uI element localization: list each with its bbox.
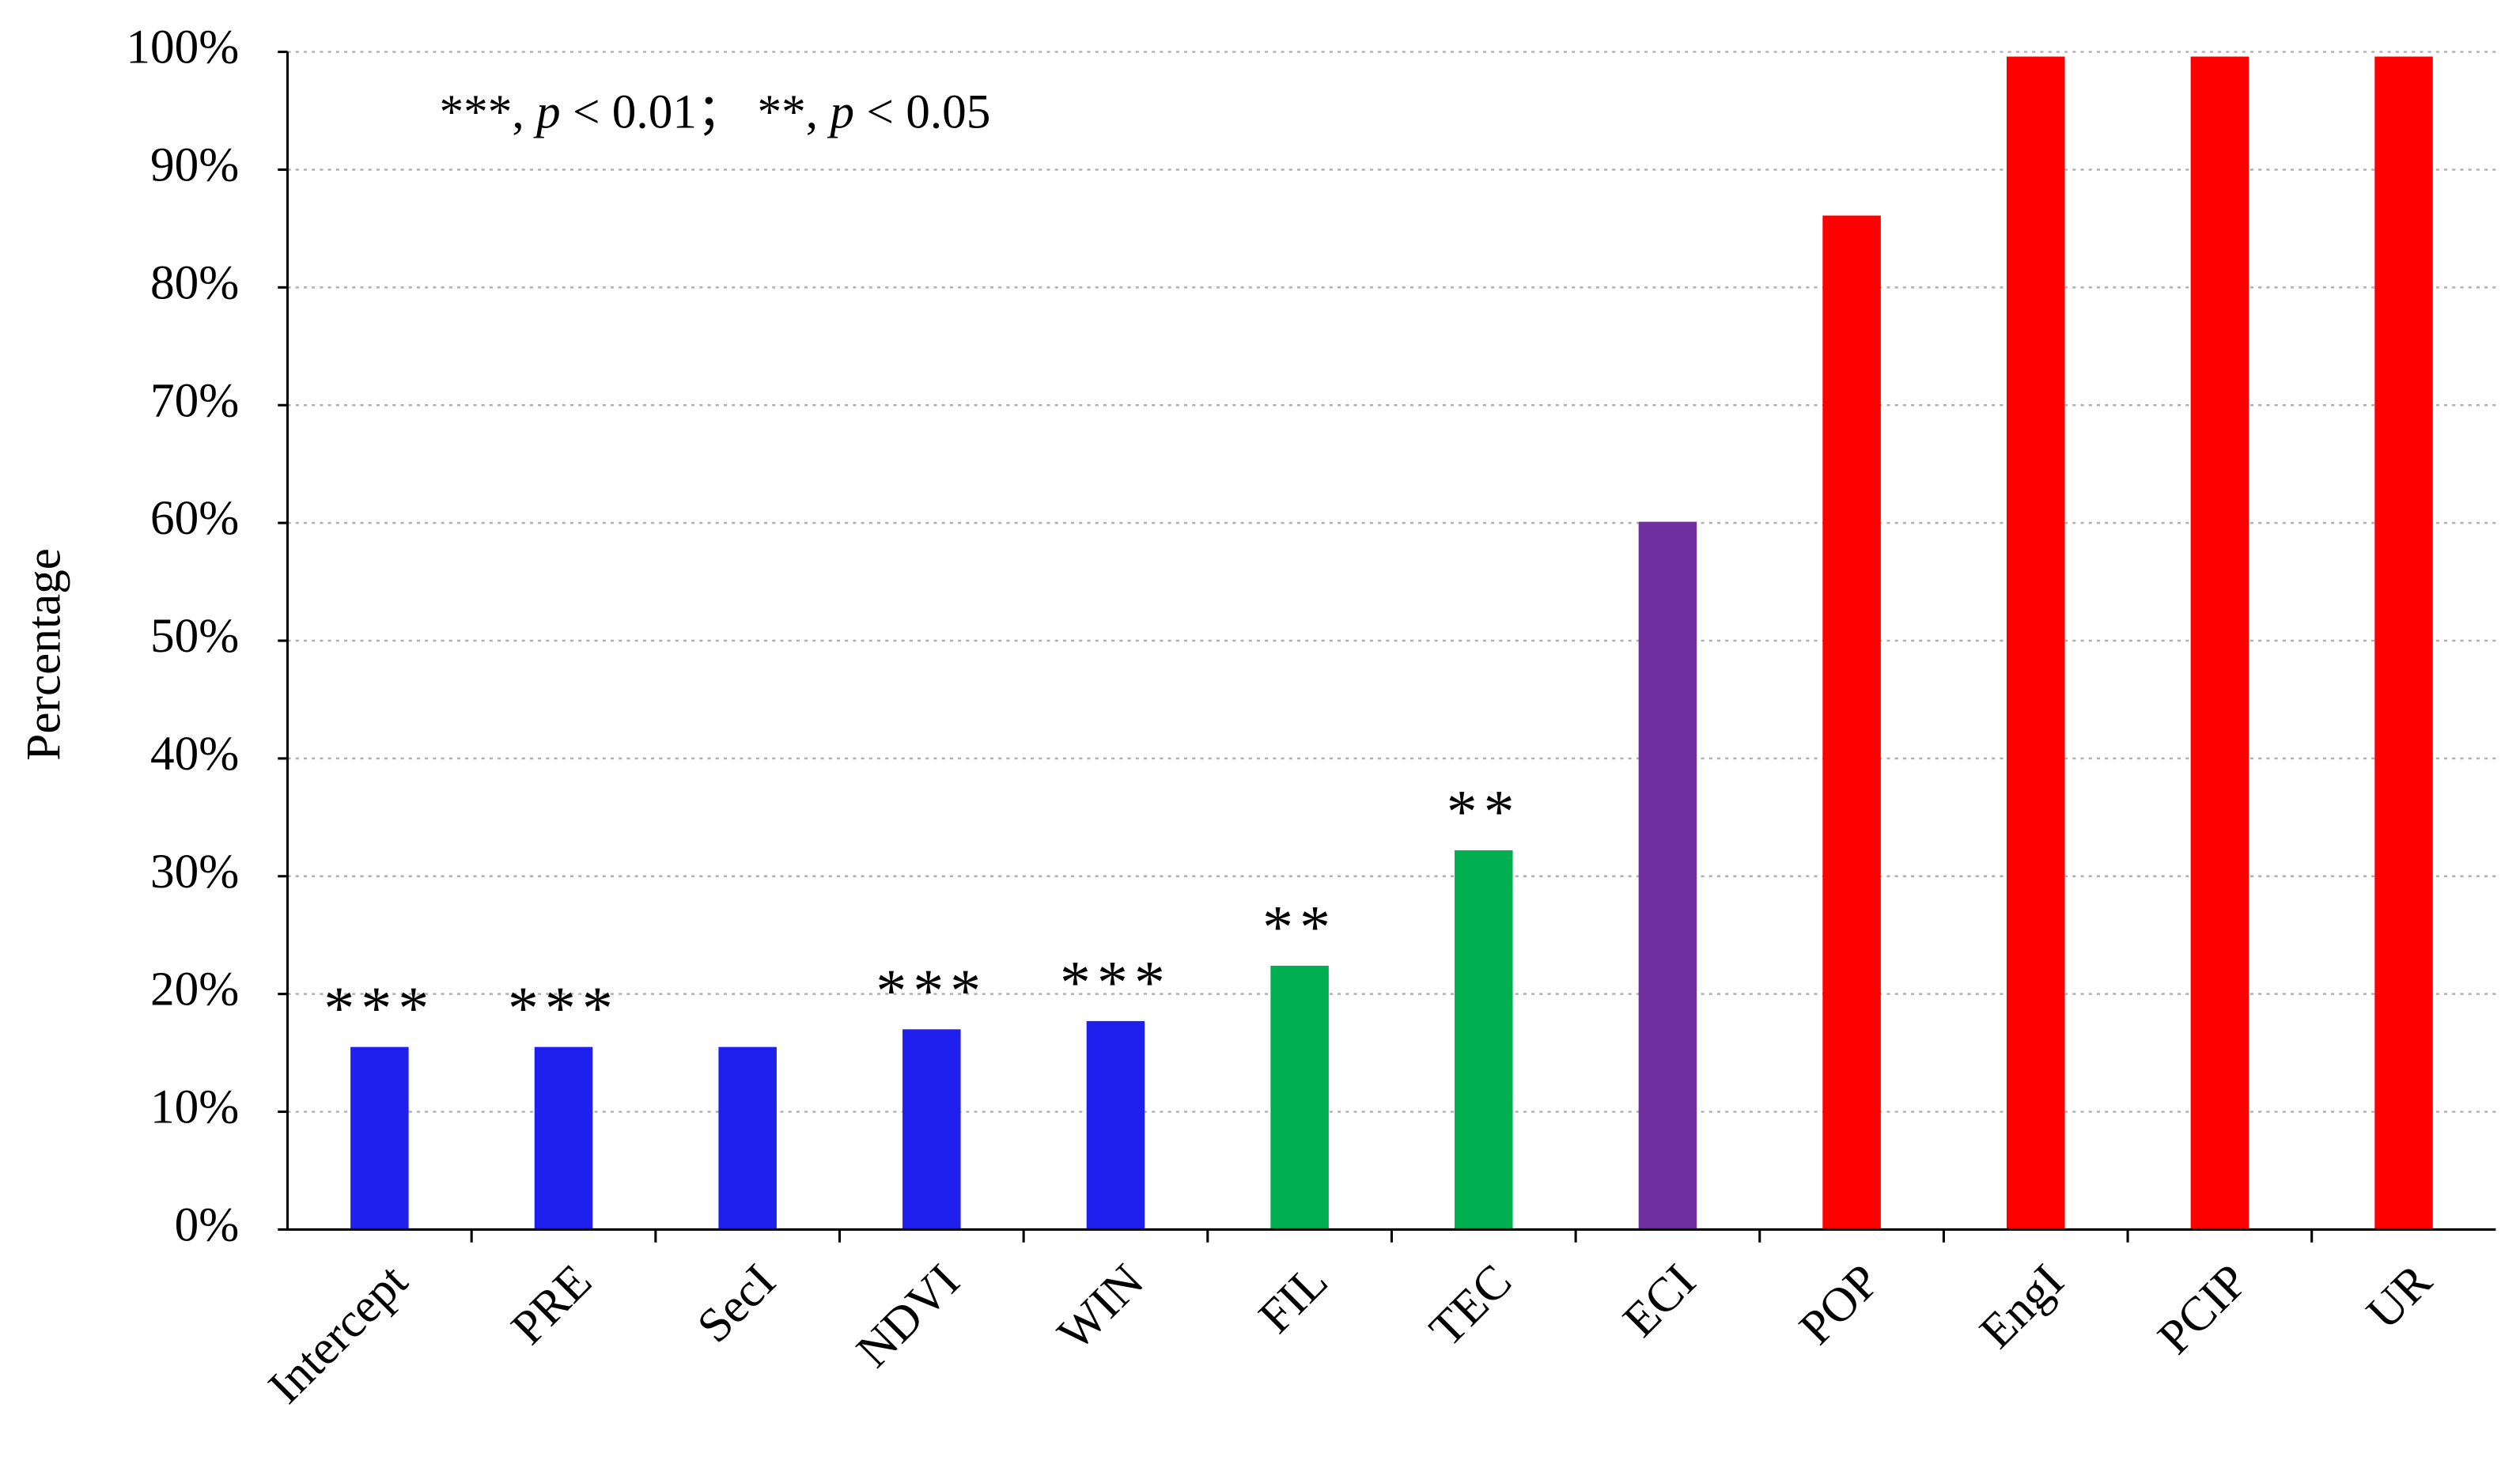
x-tick-label: SecI bbox=[687, 1254, 786, 1353]
annotation-part: < 0.01； **, bbox=[561, 85, 831, 138]
annotation-part: < 0.05 bbox=[854, 85, 990, 138]
y-tick-label: 80% bbox=[150, 255, 239, 309]
bar bbox=[718, 1046, 777, 1230]
x-tick-label: WIN bbox=[1047, 1254, 1154, 1360]
x-tick-label: ECI bbox=[1613, 1254, 1706, 1347]
bar bbox=[1086, 1020, 1145, 1230]
bar bbox=[2006, 56, 2065, 1230]
bar bbox=[534, 1046, 593, 1230]
x-tick-label: NDVI bbox=[846, 1254, 970, 1377]
significance-label: ** bbox=[1262, 893, 1337, 961]
annotation-part: ***, bbox=[440, 85, 537, 138]
significance-label: *** bbox=[324, 974, 435, 1043]
x-tick-label: FIL bbox=[1249, 1254, 1338, 1343]
bar bbox=[2190, 56, 2249, 1230]
x-tick-label: POP bbox=[1789, 1254, 1890, 1355]
bar bbox=[350, 1046, 409, 1230]
x-tick-label: UR bbox=[2356, 1254, 2442, 1339]
y-tick-label: 40% bbox=[150, 727, 239, 781]
y-tick-label: 10% bbox=[150, 1080, 239, 1134]
significance-label: *** bbox=[1060, 948, 1171, 1016]
significance-label: *** bbox=[508, 974, 619, 1043]
x-tick-label: PCIP bbox=[2147, 1254, 2258, 1364]
y-tick-label: 60% bbox=[150, 491, 239, 545]
y-tick-label: 0% bbox=[175, 1198, 240, 1251]
significance-label: *** bbox=[876, 956, 987, 1024]
y-axis-label: Percentage bbox=[17, 548, 70, 761]
bar bbox=[902, 1029, 961, 1230]
annotation-part: p bbox=[533, 85, 561, 138]
x-tick-label: Intercept bbox=[258, 1254, 418, 1413]
x-tick-label: EngI bbox=[1969, 1254, 2074, 1358]
y-tick-label: 30% bbox=[150, 845, 239, 899]
bar bbox=[1638, 521, 1697, 1230]
y-tick-label: 100% bbox=[126, 21, 239, 74]
x-tick-label: PRE bbox=[501, 1254, 602, 1355]
y-tick-label: 90% bbox=[150, 138, 239, 192]
bar bbox=[1822, 215, 1881, 1230]
bar bbox=[2374, 56, 2433, 1230]
bar bbox=[1270, 965, 1329, 1230]
annotation-part: p bbox=[827, 85, 854, 138]
annotation: ***, p < 0.01； **, p < 0.05 bbox=[440, 85, 991, 138]
y-tick-label: 70% bbox=[150, 373, 239, 427]
y-tick-label: 20% bbox=[150, 963, 239, 1016]
significance-label: ** bbox=[1447, 778, 1521, 846]
y-tick-label: 50% bbox=[150, 609, 239, 663]
bar bbox=[1455, 850, 1513, 1230]
x-tick-label: TEC bbox=[1419, 1254, 1522, 1357]
